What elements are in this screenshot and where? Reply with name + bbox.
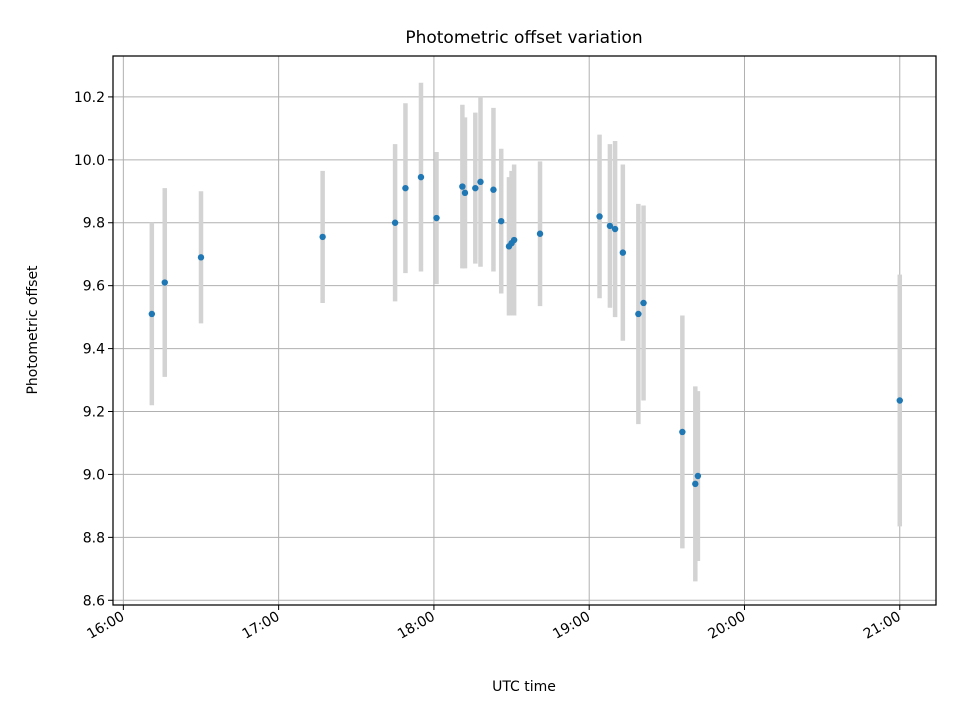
data-point bbox=[619, 249, 627, 256]
y-tick-label: 9.0 bbox=[83, 467, 105, 483]
data-point bbox=[536, 230, 544, 237]
y-tick-label: 8.8 bbox=[83, 530, 105, 546]
grid bbox=[113, 56, 936, 605]
data-point bbox=[472, 184, 479, 192]
y-tick-label: 9.2 bbox=[83, 405, 105, 421]
chart-title: Photometric offset variation bbox=[405, 28, 642, 48]
data-point bbox=[635, 310, 642, 318]
data-point bbox=[640, 299, 647, 307]
data-point bbox=[433, 214, 440, 222]
data-point bbox=[510, 236, 518, 244]
data-point bbox=[417, 173, 425, 181]
data-point bbox=[461, 189, 469, 197]
data-point bbox=[694, 472, 702, 480]
data-point bbox=[498, 217, 505, 225]
data-point bbox=[611, 225, 619, 233]
data-point bbox=[148, 310, 156, 318]
data-point bbox=[477, 178, 484, 186]
data-point bbox=[606, 222, 614, 230]
data-point bbox=[896, 397, 903, 404]
data-point bbox=[490, 186, 497, 193]
y-axis-label: Photometric offset bbox=[25, 265, 41, 395]
data-point bbox=[459, 183, 466, 190]
data-points bbox=[148, 173, 903, 488]
data-point bbox=[391, 219, 399, 226]
data-point bbox=[161, 279, 168, 286]
y-tick-label: 10.0 bbox=[74, 153, 105, 169]
data-point bbox=[692, 480, 699, 488]
data-point bbox=[402, 184, 409, 192]
y-tick-label: 9.4 bbox=[83, 342, 105, 358]
plot-area-frame bbox=[112, 55, 937, 606]
x-axis-label: UTC time bbox=[492, 679, 556, 695]
y-tick-label: 10.2 bbox=[74, 90, 105, 106]
data-point bbox=[197, 254, 205, 261]
data-point bbox=[596, 213, 603, 220]
y-tick-label: 9.8 bbox=[83, 216, 105, 232]
y-tick-label: 9.6 bbox=[83, 279, 105, 295]
data-point bbox=[679, 428, 686, 436]
y-tick-label: 8.6 bbox=[83, 593, 105, 609]
data-point bbox=[319, 233, 326, 241]
y-axis-ticks: 8.6 8.8 9.0 9.2 9.4 9.6 9.8 10.0 10.2 bbox=[74, 90, 113, 609]
